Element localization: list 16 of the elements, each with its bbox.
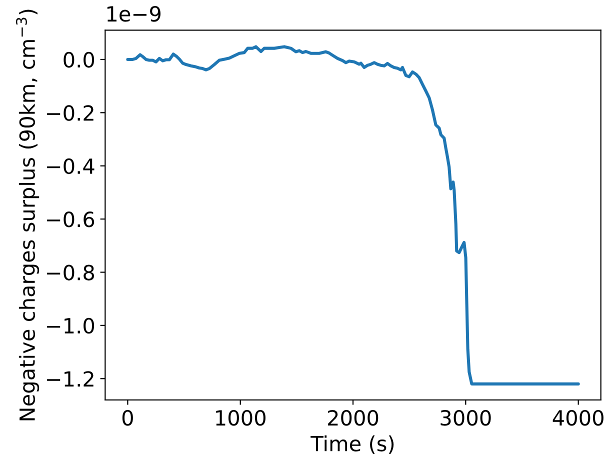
y-tick-label: −1.2 — [47, 371, 94, 387]
y-tick-label: −0.4 — [47, 158, 94, 174]
y-tick-label: −0.2 — [47, 105, 94, 121]
x-tick-label: 0 — [122, 410, 133, 426]
x-tick-label: 2000 — [328, 410, 378, 426]
x-tick-label: 3000 — [440, 410, 491, 426]
line-series — [126, 45, 580, 386]
x-tick-label: 1000 — [216, 410, 266, 426]
y-axis-title: Negative charges surplus (90km, cm$^{−3}$) — [16, 10, 40, 420]
y-tick-label: −0.8 — [47, 264, 94, 280]
x-tick-label: 4000 — [552, 410, 604, 426]
y-tick-label: 0.0 — [64, 52, 94, 68]
y-tick-label: −1.0 — [47, 318, 94, 334]
text: 1e−9 — [107, 6, 160, 22]
y-tick-label: −0.6 — [47, 212, 94, 228]
x-axis-title: Time (s) — [310, 435, 394, 454]
